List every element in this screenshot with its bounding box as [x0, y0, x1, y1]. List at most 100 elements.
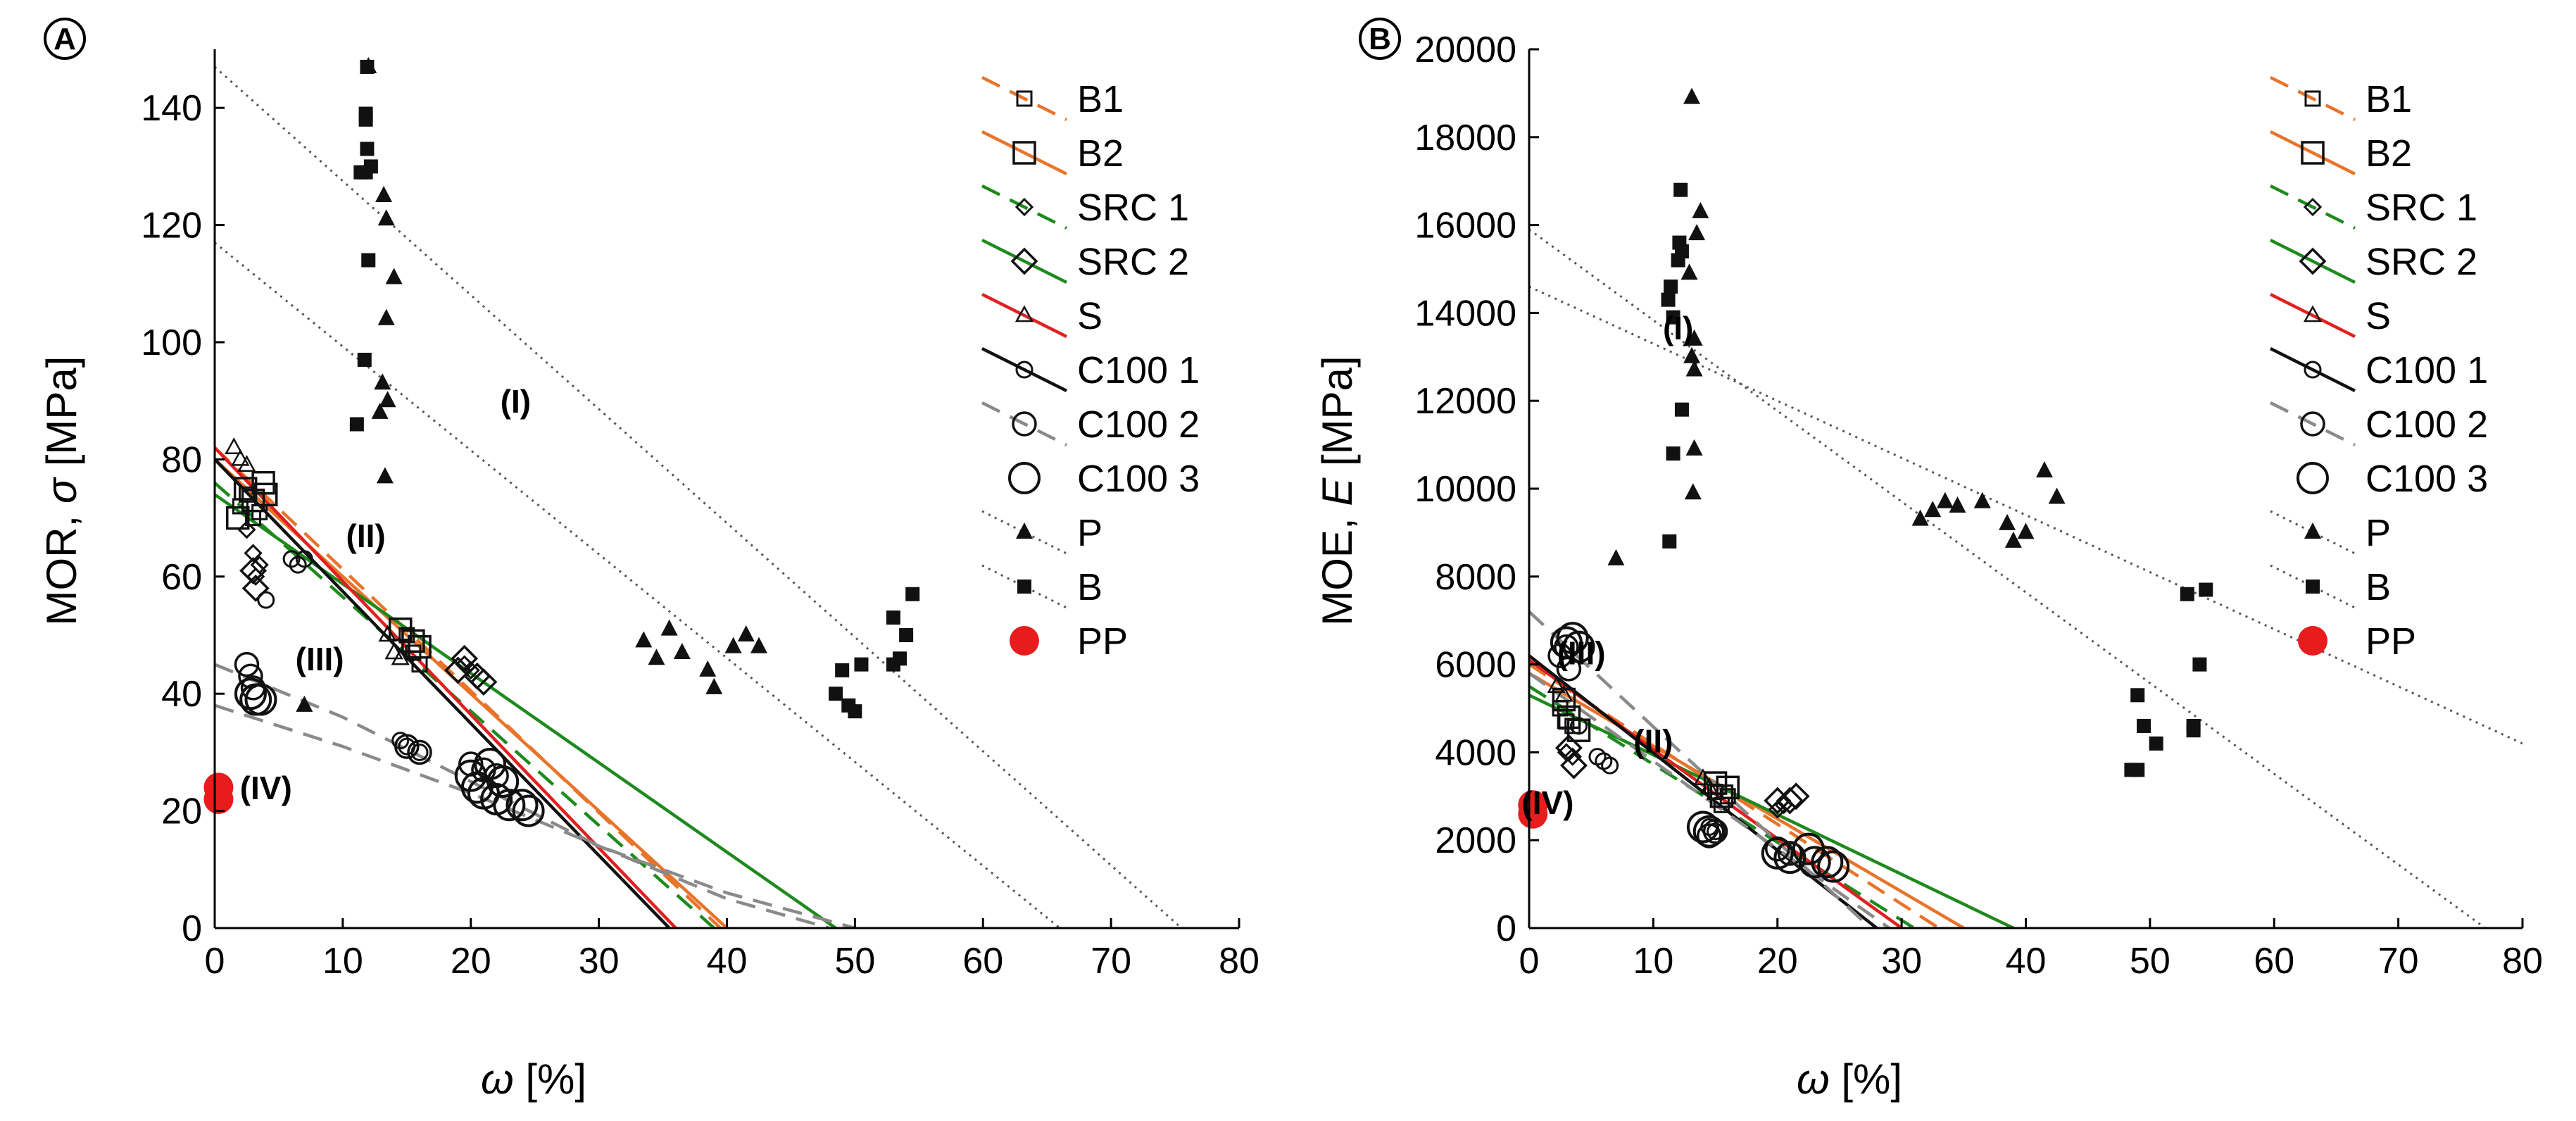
panel-b: 0 10 20 30 40 50 60 70 80 0 2000 4000 6000 8000 10000 1…: [1314, 18, 2543, 1103]
panel-b-region-label: (III): [1557, 635, 1606, 672]
panel-b-legend-line: [2269, 292, 2356, 339]
panel-a-point-b2: [225, 506, 250, 530]
panel-b-y-tick-label: 18000: [1414, 118, 1516, 158]
panel-b-region-label: (I): [1663, 310, 1693, 346]
panel-a-x-axis-title: ω [%]: [481, 1056, 586, 1103]
panel-a-point-p: [385, 268, 403, 284]
panel-b-legend-marker: [2304, 361, 2322, 379]
panel-b-x-tick-label: 70: [2378, 941, 2419, 982]
panel-a-point-c100-2: [394, 734, 420, 759]
panel-a-point-b: [886, 610, 900, 625]
panel-a-legend-label: SRC 2: [1077, 241, 1189, 283]
panel-b-series-src-2: [1554, 734, 1810, 815]
panel-a-legend-item-c100-1: C100 1: [981, 346, 1200, 393]
panel-b-point-b: [1674, 402, 1689, 417]
panel-b-legend-line: [2270, 510, 2356, 555]
panel-a-legend-marker: [1012, 411, 1037, 437]
panel-b-point-b: [2130, 688, 2145, 703]
panel-b-x-unit: [%]: [1830, 1056, 1902, 1103]
panel-b-point-c100-3: [1792, 832, 1825, 865]
panel-b-y-unit: [MPa]: [1314, 356, 1361, 477]
panel-a-x-tick-label: 70: [1091, 941, 1131, 982]
panel-a-point-src-2: [451, 644, 479, 672]
panel-b-legend-label: S: [2365, 295, 2391, 337]
panel-b-series-p: [1607, 87, 2066, 565]
panel-a-point-b: [361, 253, 376, 268]
panel-b-point-p: [1683, 346, 1701, 363]
panel-a-point-p: [377, 308, 395, 325]
panel-b-point-p: [1684, 483, 1702, 500]
panel-b-y-axis-title: MOE, E [MPa]: [1314, 356, 1361, 625]
panel-b-legend-line: [2269, 238, 2356, 284]
panel-a-point-b2: [401, 629, 425, 653]
panel-a-legend-label: C100 2: [1077, 403, 1200, 446]
panel-b-legend-marker: [2303, 197, 2323, 217]
panel-b-x-axis-title: ω [%]: [1797, 1056, 1902, 1103]
panel-b-point-b: [1661, 292, 1676, 307]
panel-b-point-c100-3: [1562, 630, 1595, 663]
panel-b-point-p: [1911, 509, 1929, 526]
panel-a-x-tick-label: 10: [322, 941, 363, 982]
panel-b-legend-label: SRC 1: [2365, 187, 2477, 229]
panel-b-point-p: [1973, 491, 1991, 508]
panel-a-axes: 0 10 20 30 40 50 60 70 80 0 20 40 60 80 100 120 140: [141, 49, 1259, 982]
panel-a-point-p: [673, 642, 691, 659]
panel-a-line-c100-2b: [215, 703, 830, 928]
panel-a-y-tick-label: 0: [182, 908, 202, 949]
panel-b-badge-circle: [1359, 18, 1401, 60]
panel-b-x-tick-label: 0: [1519, 941, 1540, 982]
panel-a-point-src-2: [444, 656, 472, 684]
panel-b-y-tick-label: 10000: [1414, 469, 1516, 510]
panel-a-point-p: [660, 619, 678, 636]
panel-b-y-tick-label: 16000: [1414, 206, 1516, 246]
panel-a-legend-label: SRC 1: [1077, 187, 1189, 229]
panel-b-legend-marker: [2303, 305, 2323, 322]
panel-b-point-c100-3: [1692, 815, 1726, 848]
panel-a-legend-item-b1: B1: [981, 75, 1124, 122]
panel-a-legend-label: B2: [1077, 132, 1124, 175]
panel-b-region-label: (IV): [1521, 784, 1573, 821]
panel-b-legend-marker: [2299, 247, 2327, 275]
panel-a-point-b: [360, 59, 375, 74]
panel-b-point-p: [1688, 224, 1706, 241]
panel-b-point-c100-1: [1601, 756, 1619, 775]
panel-a-point-c100-1: [410, 743, 429, 761]
panel-a-legend-line: [981, 510, 1067, 555]
panel-a-line-s: [215, 446, 677, 928]
panel-b-legend-line: [2269, 401, 2356, 447]
panel-b-legend-marker: [2304, 522, 2321, 539]
panel-a-point-b: [358, 112, 373, 127]
panel-a-legend-marker: [1017, 580, 1031, 594]
panel-a-point-s: [378, 625, 397, 642]
panel-b-y-tick-label: 12000: [1414, 381, 1516, 422]
panel-a-x-tick-label: 40: [707, 941, 748, 982]
panel-b-point-b: [2192, 657, 2207, 672]
panel-b-y-tick-label: 2000: [1435, 820, 1516, 861]
panel-b-y-tick-label: 20000: [1414, 30, 1516, 70]
panel-b-point-p: [1924, 501, 1942, 518]
panel-a-point-b: [357, 352, 372, 367]
panel-b-legend-label: B: [2365, 566, 2391, 608]
panel-b-point-src-2: [1782, 782, 1810, 810]
panel-a-region-label: (III): [296, 641, 344, 677]
panel-a-point-c100-2: [234, 651, 260, 677]
panel-b-region-label: (II): [1633, 722, 1673, 759]
panel-a-point-p: [635, 631, 653, 648]
panel-b-point-b2: [1716, 775, 1740, 800]
panel-a-point-c100-3: [493, 789, 526, 822]
panel-a-legend-label: C100 3: [1077, 458, 1200, 500]
panel-a-legend-item-b2: B2: [981, 130, 1124, 176]
panel-a-legend-item-c100-2: C100 2: [981, 401, 1200, 447]
panel-b-x-tick-label: 30: [1881, 941, 1922, 982]
panel-b-legend-line: [2269, 130, 2356, 176]
panel-a-x-tick-label: 80: [1219, 941, 1259, 982]
panel-a-x-tick-label: 0: [205, 941, 225, 982]
panel-a-y-axis-title: MOR, σ [MPa]: [38, 356, 85, 626]
panel-b-point-b: [1664, 279, 1678, 294]
panel-a-legend-line: [981, 564, 1067, 609]
panel-a-point-s: [231, 449, 250, 466]
panel-a-point-c100-3: [505, 789, 539, 822]
panel-b-point-src-1: [1563, 747, 1582, 766]
panel-a-legend-marker: [1014, 197, 1034, 217]
